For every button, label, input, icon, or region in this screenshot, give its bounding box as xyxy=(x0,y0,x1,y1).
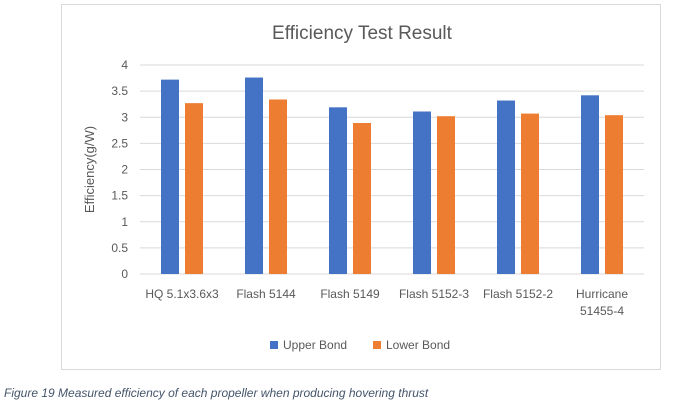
bar-lower xyxy=(353,122,371,274)
bar-lower xyxy=(605,115,623,274)
legend-label-upper: Upper Bond xyxy=(283,338,347,352)
y-tick-label: 3 xyxy=(121,110,128,124)
bar-lower xyxy=(185,103,203,274)
bar-upper xyxy=(497,100,515,274)
chart-area: Efficiency Test Result 0 0.5 1 1.5 2 2.5 3 3.5 4 E… xyxy=(61,4,661,370)
bar-lower xyxy=(437,116,455,274)
chart-title: Efficiency Test Result xyxy=(272,23,453,44)
bar-upper xyxy=(245,77,263,274)
x-tick-label: Flash 5152-2 xyxy=(483,287,553,301)
legend-swatch-upper xyxy=(270,341,278,349)
chart-svg: Efficiency Test Result 0 0.5 1 1.5 2 2.5 3 3.5 4 E… xyxy=(82,23,644,352)
x-tick-label: Hurricane xyxy=(576,287,628,301)
y-tick-label: 0 xyxy=(121,267,128,281)
bar-upper xyxy=(581,95,599,275)
x-tick-label: Flash 5152-3 xyxy=(399,287,469,301)
x-tick-label: 51455-4 xyxy=(580,304,624,318)
y-tick-label: 0.5 xyxy=(111,241,128,255)
legend-label-lower: Lower Bond xyxy=(386,338,450,352)
legend-swatch-lower xyxy=(373,341,381,349)
bar-upper xyxy=(329,107,347,274)
x-tick-label: Flash 5149 xyxy=(320,287,380,301)
figure-caption: Figure 19 Measured efficiency of each pr… xyxy=(4,386,429,400)
bar-upper xyxy=(161,79,179,274)
bar-lower xyxy=(269,99,287,274)
y-tick-label: 1 xyxy=(121,215,128,229)
x-tick-label: HQ 5.1x3.6x3 xyxy=(145,287,219,301)
y-tick-label: 2.5 xyxy=(111,136,128,150)
y-tick-label: 3.5 xyxy=(111,84,128,98)
bar-upper xyxy=(413,111,431,274)
y-tick-label: 4 xyxy=(121,58,128,72)
y-axis-label: Efficiency(g/W) xyxy=(82,126,97,213)
y-tick-label: 2 xyxy=(121,163,128,177)
y-tick-label: 1.5 xyxy=(111,189,128,203)
bar-lower xyxy=(521,113,539,274)
x-tick-label: Flash 5144 xyxy=(236,287,296,301)
